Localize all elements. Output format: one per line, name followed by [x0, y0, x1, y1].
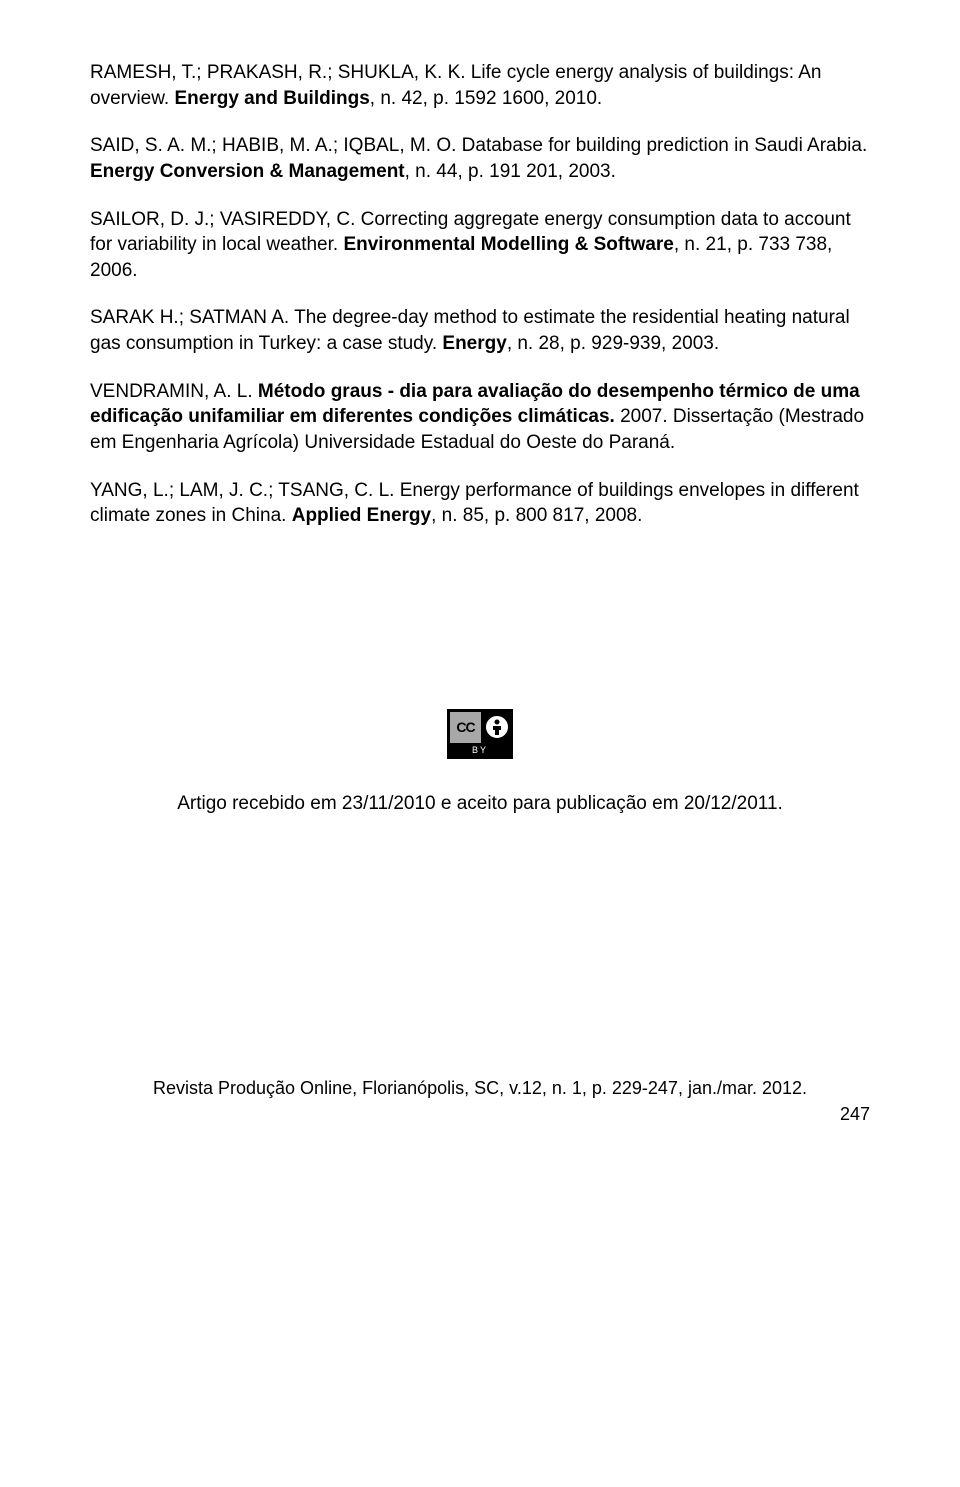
- reference-entry: VENDRAMIN, A. L. Método graus - dia para…: [90, 379, 870, 456]
- page-number: 247: [90, 1102, 870, 1126]
- reference-title: Energy Conversion & Management: [90, 161, 405, 182]
- footer-citation: Revista Produção Online, Florianópolis, …: [90, 1076, 870, 1100]
- reference-text: , n. 44, p. 191 201, 2003.: [405, 161, 616, 182]
- reference-entry: SAILOR, D. J.; VASIREDDY, C. Correcting …: [90, 207, 870, 284]
- by-label: BY: [450, 744, 509, 756]
- reference-title: Energy and Buildings: [174, 88, 369, 109]
- reference-text: VENDRAMIN, A. L.: [90, 381, 258, 402]
- reference-entry: RAMESH, T.; PRAKASH, R.; SHUKLA, K. K. L…: [90, 60, 870, 111]
- reference-title: Energy: [442, 333, 506, 354]
- accepted-date-text: Artigo recebido em 23/11/2010 e aceito p…: [90, 791, 870, 817]
- cc-by-badge: CC BY: [447, 709, 512, 759]
- references-list: RAMESH, T.; PRAKASH, R.; SHUKLA, K. K. L…: [90, 60, 870, 529]
- reference-entry: YANG, L.; LAM, J. C.; TSANG, C. L. Energ…: [90, 478, 870, 529]
- cc-label: CC: [450, 712, 480, 743]
- reference-text: , n. 85, p. 800 817, 2008.: [431, 505, 642, 526]
- reference-text: , n. 42, p. 1592 1600, 2010.: [370, 88, 602, 109]
- reference-title: Applied Energy: [292, 505, 431, 526]
- reference-text: SAID, S. A. M.; HABIB, M. A.; IQBAL, M. …: [90, 135, 867, 156]
- license-badge: CC BY: [90, 709, 870, 761]
- reference-text: , n. 28, p. 929-939, 2003.: [507, 333, 719, 354]
- person-icon: [484, 714, 510, 740]
- reference-entry: SAID, S. A. M.; HABIB, M. A.; IQBAL, M. …: [90, 133, 870, 184]
- reference-entry: SARAK H.; SATMAN A. The degree-day metho…: [90, 305, 870, 356]
- reference-title: Environmental Modelling & Software: [343, 234, 673, 255]
